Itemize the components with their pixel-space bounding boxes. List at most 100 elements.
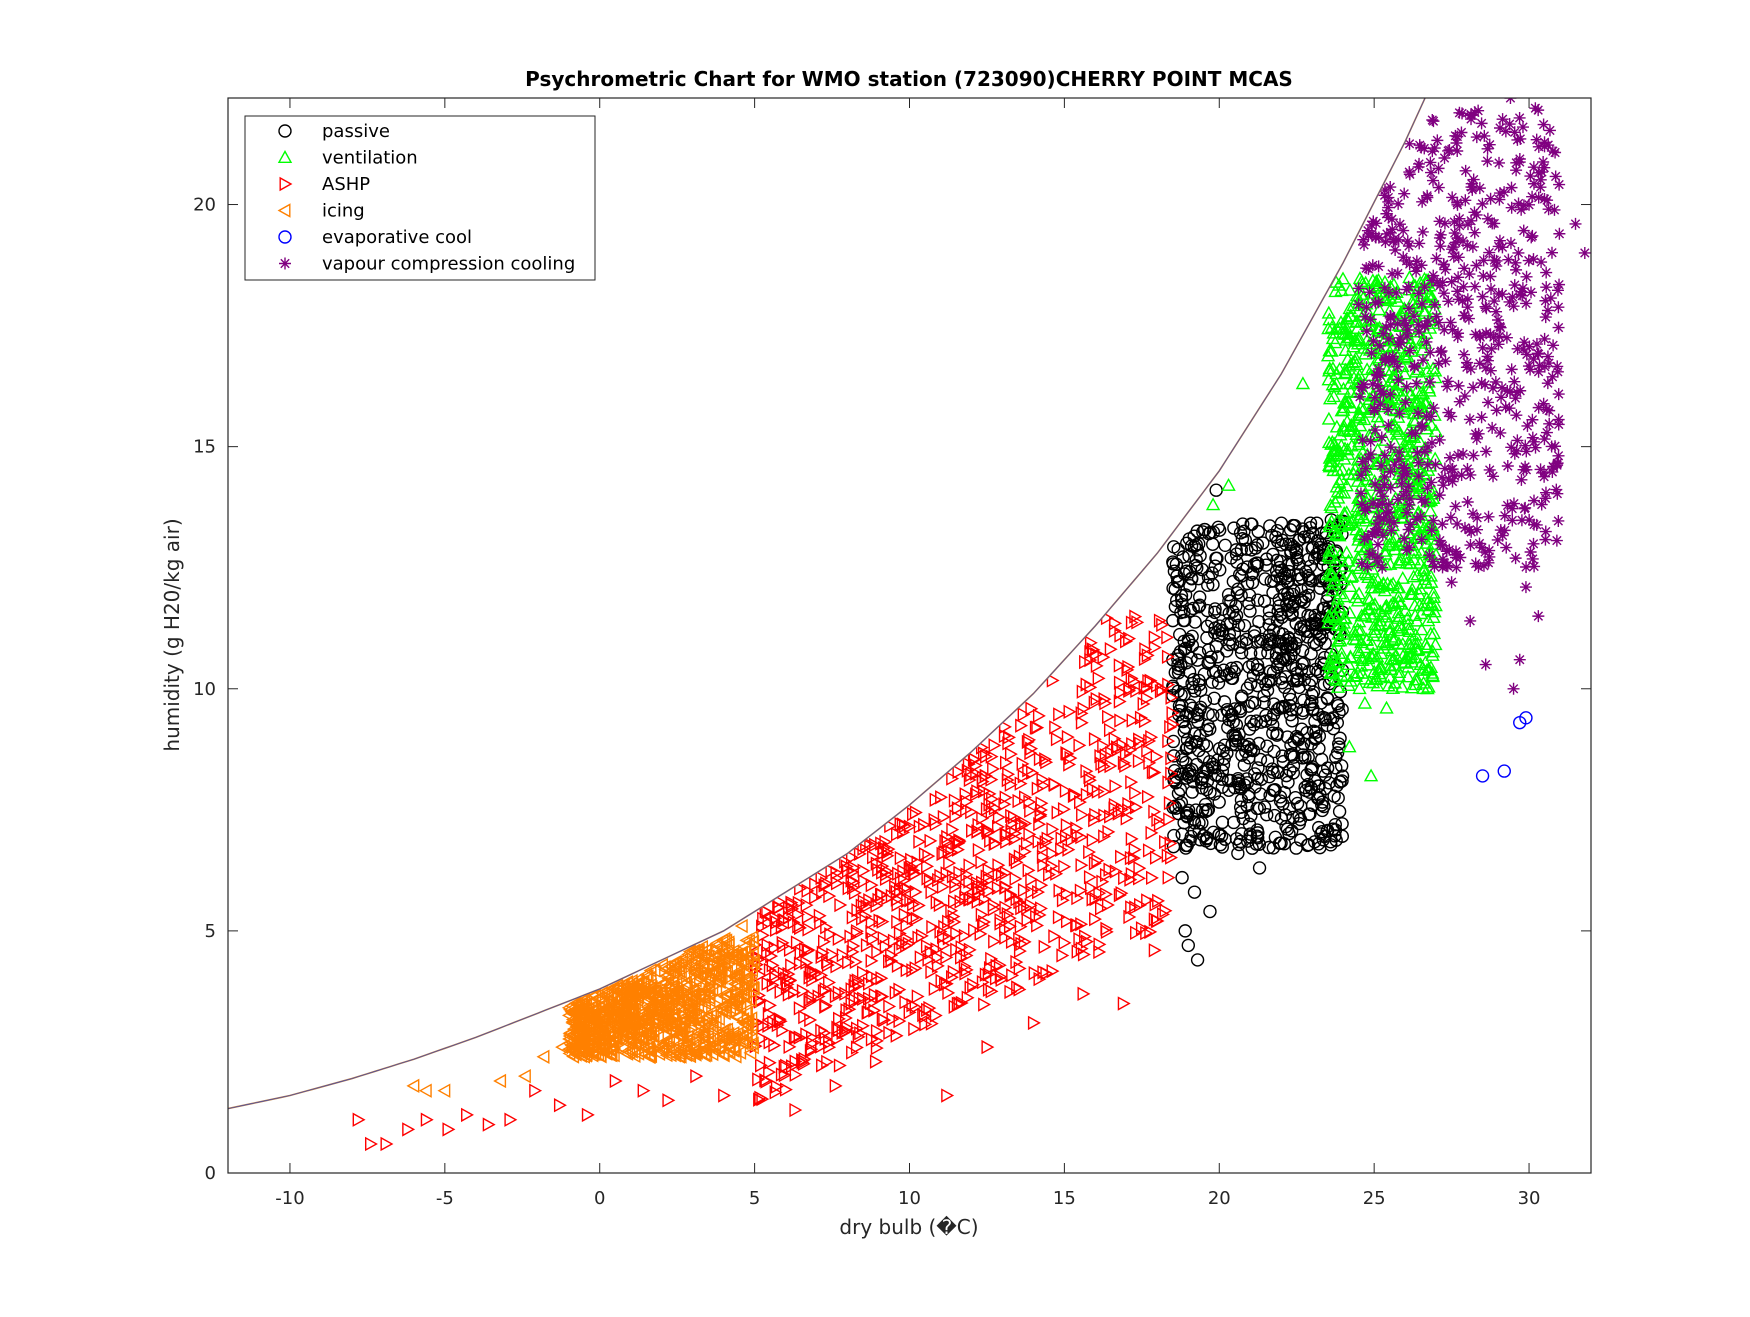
data-point bbox=[1514, 385, 1526, 397]
data-point bbox=[1464, 615, 1476, 627]
data-point bbox=[1468, 174, 1480, 186]
data-point bbox=[1533, 192, 1545, 204]
data-point bbox=[1543, 203, 1555, 215]
data-point bbox=[1464, 539, 1476, 551]
data-point bbox=[1483, 511, 1495, 523]
y-tick-label: 15 bbox=[193, 437, 216, 458]
data-point bbox=[1434, 215, 1446, 227]
data-point bbox=[1456, 107, 1468, 119]
data-point bbox=[1528, 161, 1540, 173]
data-point bbox=[1526, 230, 1538, 242]
data-point bbox=[1416, 420, 1428, 432]
data-point bbox=[1464, 413, 1476, 425]
data-point bbox=[1411, 513, 1423, 525]
data-point bbox=[1403, 480, 1415, 492]
data-point bbox=[1447, 324, 1459, 336]
y-axis-label: humidity (g H20/kg air) bbox=[160, 518, 184, 751]
data-point bbox=[1497, 113, 1509, 125]
data-point bbox=[1485, 283, 1497, 295]
data-point bbox=[1493, 288, 1505, 300]
data-point bbox=[1535, 256, 1547, 268]
data-point bbox=[1403, 166, 1415, 178]
data-point bbox=[1465, 181, 1477, 193]
data-point bbox=[1398, 188, 1410, 200]
data-point bbox=[1539, 534, 1551, 546]
chart-title: Psychrometric Chart for WMO station (723… bbox=[525, 67, 1293, 91]
data-point bbox=[1373, 260, 1385, 272]
x-tick-label: 10 bbox=[898, 1188, 921, 1209]
data-point bbox=[1398, 533, 1410, 545]
data-point bbox=[1510, 157, 1522, 169]
data-point bbox=[1404, 518, 1416, 530]
data-point bbox=[1443, 144, 1455, 156]
data-point bbox=[1416, 534, 1428, 546]
data-point bbox=[1397, 251, 1409, 263]
data-point bbox=[1434, 232, 1446, 244]
data-point bbox=[1416, 493, 1428, 505]
data-point bbox=[1361, 502, 1373, 514]
data-point bbox=[1383, 499, 1395, 511]
data-point bbox=[1366, 548, 1378, 560]
data-point bbox=[1426, 145, 1438, 157]
data-point bbox=[1362, 561, 1374, 573]
data-point bbox=[1433, 182, 1445, 194]
data-point bbox=[1408, 360, 1420, 372]
y-tick-label: 20 bbox=[193, 195, 216, 216]
data-point bbox=[1451, 199, 1463, 211]
data-point bbox=[1388, 233, 1400, 245]
data-point bbox=[1506, 182, 1518, 194]
data-point bbox=[1413, 161, 1425, 173]
data-point bbox=[1383, 333, 1395, 345]
data-point bbox=[1524, 170, 1536, 182]
data-point bbox=[1476, 117, 1488, 129]
data-point bbox=[1382, 419, 1394, 431]
data-point bbox=[1378, 513, 1390, 525]
data-point bbox=[1392, 198, 1404, 210]
x-tick-label: -10 bbox=[275, 1188, 304, 1209]
data-point bbox=[1392, 374, 1404, 386]
data-point bbox=[1465, 215, 1477, 227]
data-point bbox=[1481, 155, 1493, 167]
data-point bbox=[1421, 192, 1433, 204]
data-point bbox=[1482, 213, 1494, 225]
data-point bbox=[1549, 440, 1561, 452]
data-point bbox=[1452, 331, 1464, 343]
data-point bbox=[1394, 218, 1406, 230]
data-point bbox=[1438, 152, 1450, 164]
data-point bbox=[1384, 388, 1396, 400]
data-point bbox=[1512, 247, 1524, 259]
data-point bbox=[1442, 560, 1454, 572]
data-point bbox=[1454, 220, 1466, 232]
y-tick-label: 0 bbox=[205, 1163, 216, 1184]
y-tick-label: 5 bbox=[205, 921, 216, 942]
x-tick-label: 30 bbox=[1518, 1188, 1541, 1209]
data-point bbox=[1481, 350, 1493, 362]
data-point bbox=[1401, 507, 1413, 519]
data-point bbox=[1445, 511, 1457, 523]
data-point bbox=[1523, 360, 1535, 372]
data-point bbox=[1419, 281, 1431, 293]
legend-item: vapour compression cooling bbox=[279, 254, 575, 275]
data-point bbox=[1514, 112, 1526, 124]
data-point bbox=[1485, 193, 1497, 205]
data-point bbox=[1431, 134, 1443, 146]
data-point bbox=[1570, 218, 1582, 230]
data-point bbox=[1525, 546, 1537, 558]
x-tick-label: -5 bbox=[436, 1188, 454, 1209]
data-point bbox=[1494, 122, 1506, 134]
data-point bbox=[1404, 541, 1416, 553]
data-point bbox=[1459, 310, 1471, 322]
data-point bbox=[1417, 226, 1429, 238]
data-point bbox=[1484, 139, 1496, 151]
legend-label: icing bbox=[322, 201, 365, 222]
data-point bbox=[1529, 102, 1541, 114]
data-point bbox=[1553, 228, 1565, 240]
data-point bbox=[1478, 560, 1490, 572]
data-point bbox=[1371, 370, 1383, 382]
data-point bbox=[1493, 157, 1505, 169]
data-point bbox=[1538, 119, 1550, 131]
data-point bbox=[1385, 441, 1397, 453]
data-point bbox=[1453, 380, 1465, 392]
data-point bbox=[1470, 558, 1482, 570]
